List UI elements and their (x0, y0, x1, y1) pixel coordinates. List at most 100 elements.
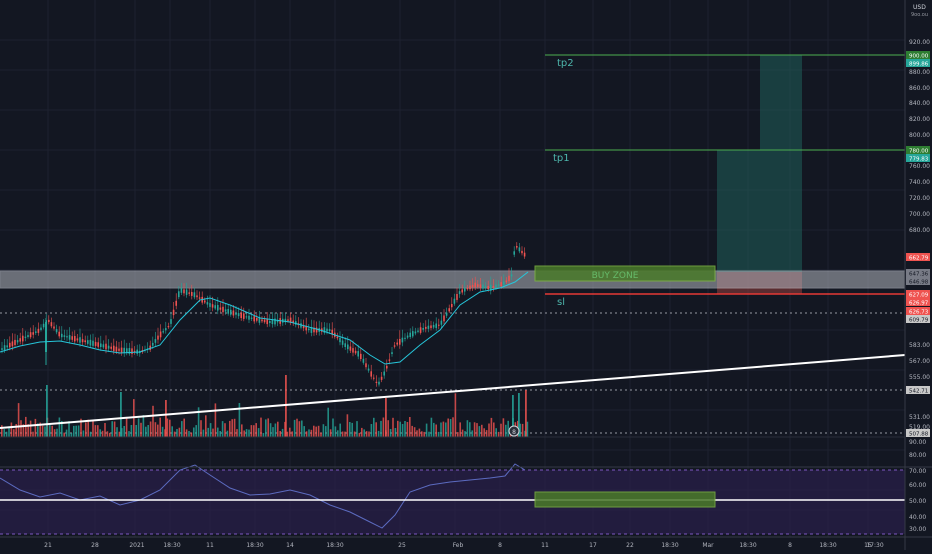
volume-bar (428, 431, 430, 437)
candle-body (165, 328, 167, 331)
price-tick-label: 519.00 (909, 424, 930, 431)
volume-bar (397, 420, 399, 437)
rsi-axis[interactable]: 80.00 70.00 60.00 50.00 40.00 30.00 (909, 452, 926, 533)
candle-body (180, 288, 183, 293)
candle-body (188, 292, 190, 294)
time-axis[interactable]: 21 28 2021 18:30 11 18:30 14 18:30 25 Feb 8 11 17 22 1… (44, 542, 884, 549)
price-tag-label: 647.36 (909, 272, 929, 278)
volume-bar (286, 431, 289, 437)
candle-body (3, 345, 6, 351)
time-tick-label: 17:30 (866, 542, 883, 549)
candle-body (365, 363, 367, 368)
candle-body (482, 284, 484, 289)
candle-body (453, 298, 456, 304)
candle-body (341, 340, 344, 345)
candle-body (128, 348, 131, 354)
volume-bar (500, 423, 502, 437)
candle-body (204, 300, 206, 303)
volume-bar (260, 417, 262, 437)
candle-body (461, 289, 463, 293)
candle-body (243, 313, 245, 319)
volume-bar (161, 426, 164, 437)
time-tick-label: 11 (541, 542, 549, 549)
candle-body (357, 351, 359, 357)
volume-bar (190, 432, 193, 437)
candle-body (118, 348, 120, 351)
volume-bar (313, 425, 315, 437)
time-tick-label: 18:30 (163, 542, 180, 549)
volume-bar (346, 414, 349, 437)
price-tag-label: 627.09 (909, 293, 929, 299)
candle-body (76, 338, 79, 341)
candle-body (474, 282, 476, 288)
volume-bar (253, 425, 255, 437)
volume-bar (416, 430, 418, 437)
candle-body (375, 381, 378, 383)
volume-bar (200, 420, 202, 437)
volume-bar (68, 421, 70, 437)
candle-body (209, 303, 211, 307)
candle-body (388, 359, 391, 361)
volume-bar (430, 417, 433, 437)
volume-bar (361, 427, 363, 437)
candle-body (63, 335, 66, 337)
volume-bar (485, 430, 488, 437)
candle-body (305, 325, 307, 331)
volume-bar (301, 420, 303, 437)
volume-bar (202, 429, 205, 437)
price-tick-label: 531.00 (909, 414, 930, 421)
volume-bar (466, 420, 469, 437)
volume-bar (317, 425, 320, 437)
price-tag (906, 253, 930, 261)
price-tag-label: 542.71 (909, 389, 928, 395)
buy-zone-box[interactable] (534, 265, 716, 282)
volume-bar (149, 421, 152, 437)
price-tag (906, 277, 930, 285)
price-tag (906, 269, 930, 277)
candle-body (115, 346, 118, 352)
candle-body (261, 319, 263, 322)
volume-bar (205, 415, 207, 437)
volume-bar (70, 432, 73, 437)
candle-body (523, 252, 526, 257)
candle-body (107, 345, 110, 349)
time-tick-label: 8 (498, 542, 502, 549)
candle-body (14, 339, 16, 345)
candle-body (81, 339, 84, 343)
volume-bar (305, 431, 308, 437)
volume-bar (521, 423, 524, 437)
candle-body (458, 291, 461, 295)
volume-bar (17, 403, 20, 437)
volume-bar (341, 431, 344, 437)
price-tag (906, 146, 930, 154)
volume-bar (231, 419, 233, 437)
volume-bar (322, 424, 325, 437)
volume-bar (140, 422, 142, 437)
ascending-trendline[interactable] (0, 354, 906, 429)
volume-bar (241, 424, 243, 437)
volume-bar (15, 424, 17, 437)
volume-bar (435, 424, 437, 437)
candle-body (87, 340, 89, 344)
price-tick-label: 680.00 (909, 227, 930, 234)
price-axis[interactable]: 920.00 880.00 860.00 840.00 820.00 800.00 760.… (906, 39, 930, 446)
candle-body (269, 321, 271, 323)
candle-body (263, 319, 266, 323)
price-tick-label: 880.00 (909, 69, 930, 76)
buy-zone-label: BUY ZONE (592, 271, 639, 281)
candle-body (430, 325, 432, 329)
volume-bar (118, 431, 121, 437)
volume-bar (217, 427, 219, 437)
volume-bar (425, 423, 428, 437)
volume-bar (176, 429, 178, 437)
candle-body (224, 309, 227, 312)
candle-body (417, 330, 419, 332)
volume-bar (373, 417, 375, 437)
tp2-target-box (760, 55, 802, 150)
event-marker[interactable] (508, 425, 520, 437)
volume-bar-spike (120, 392, 122, 437)
volume-bar (507, 420, 509, 437)
candle-body (22, 335, 24, 342)
